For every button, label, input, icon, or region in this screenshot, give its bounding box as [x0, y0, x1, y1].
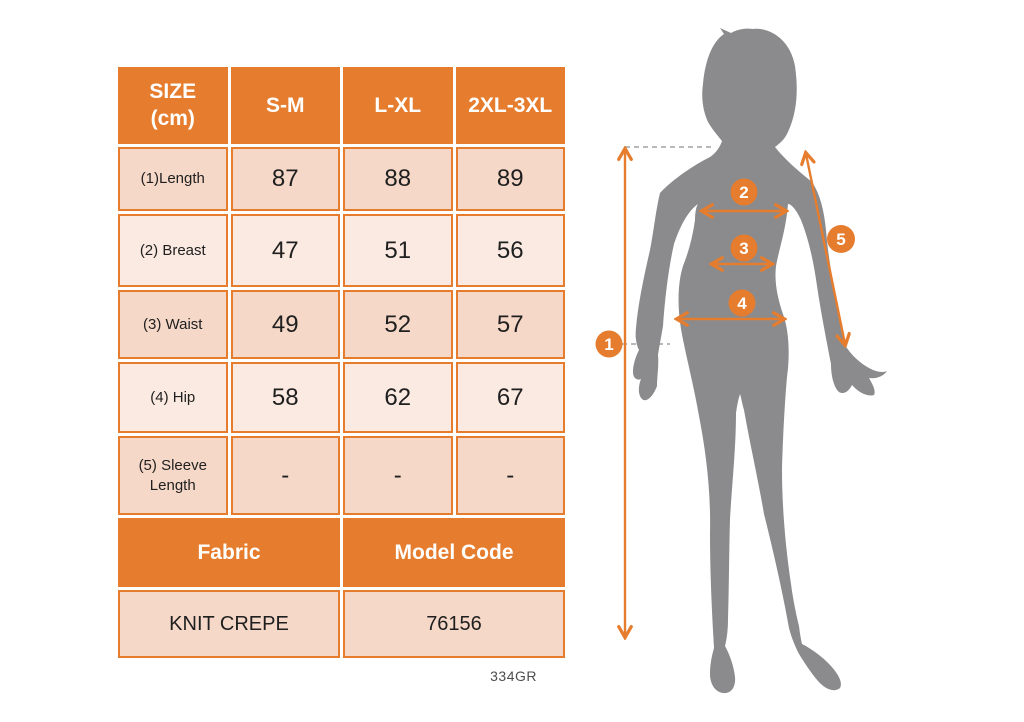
breast-value-2xl-3xl: 56	[455, 214, 565, 287]
table-footer-header-row: Fabric Model Code	[118, 518, 565, 587]
marker-1-circle	[595, 330, 623, 358]
sleeve-value-2xl-3xl: -	[455, 436, 565, 515]
waist-value-2xl-3xl: 57	[455, 290, 565, 359]
size-chart-table: SIZE (cm) S-M L-XL 2XL-3XL (1)Length 87 …	[115, 64, 568, 661]
table-row-length: (1)Length 87 88 89	[118, 147, 565, 211]
marker-4-circle	[728, 289, 756, 317]
col-header-s-m: S-M	[230, 67, 340, 144]
hip-value-s-m: 58	[230, 362, 340, 433]
sleeve-value-l-xl: -	[343, 436, 453, 515]
length-value-l-xl: 88	[343, 147, 453, 211]
hip-value-2xl-3xl: 67	[455, 362, 565, 433]
marker-1: 1	[595, 330, 623, 358]
col-header-2xl-3xl: 2XL-3XL	[455, 67, 565, 144]
marker-2: 2	[730, 178, 758, 206]
col-header-l-xl: L-XL	[343, 67, 453, 144]
fabric-header: Fabric	[118, 518, 340, 587]
marker-5: 5	[827, 225, 855, 253]
measurement-figure: 1 2 3 4 5	[595, 28, 887, 694]
waist-value-l-xl: 52	[343, 290, 453, 359]
sleeve-value-s-m: -	[230, 436, 340, 515]
marker-4-number: 4	[737, 294, 747, 313]
row-label-sleeve: (5) Sleeve Length	[118, 436, 228, 515]
length-value-s-m: 87	[230, 147, 340, 211]
marker-5-circle	[827, 225, 855, 253]
table-row-sleeve: (5) Sleeve Length - - -	[118, 436, 565, 515]
row-label-hip: (4) Hip	[118, 362, 228, 433]
size-unit-header: SIZE (cm)	[118, 67, 228, 144]
breast-value-l-xl: 51	[343, 214, 453, 287]
length-value-2xl-3xl: 89	[455, 147, 565, 211]
marker-1-number: 1	[604, 335, 613, 354]
table-row-breast: (2) Breast 47 51 56	[118, 214, 565, 287]
product-code: 334GR	[490, 668, 537, 684]
model-code-header: Model Code	[343, 518, 565, 587]
marker-2-number: 2	[739, 183, 748, 202]
marker-4: 4	[728, 289, 756, 317]
row-label-breast: (2) Breast	[118, 214, 228, 287]
marker-5-number: 5	[836, 230, 845, 249]
marker-3: 3	[730, 234, 758, 262]
marker-3-circle	[730, 234, 758, 262]
model-code-value: 76156	[343, 590, 565, 658]
hip-value-l-xl: 62	[343, 362, 453, 433]
marker-3-number: 3	[739, 239, 748, 258]
marker-2-circle	[730, 178, 758, 206]
body-silhouette	[633, 28, 887, 694]
row-label-waist: (3) Waist	[118, 290, 228, 359]
row-label-length: (1)Length	[118, 147, 228, 211]
breast-value-s-m: 47	[230, 214, 340, 287]
table-row-hip: (4) Hip 58 62 67	[118, 362, 565, 433]
table-header-row: SIZE (cm) S-M L-XL 2XL-3XL	[118, 67, 565, 144]
sleeve-measure-arrow	[806, 154, 845, 344]
table-row-waist: (3) Waist 49 52 57	[118, 290, 565, 359]
table-footer-value-row: KNIT CREPE 76156	[118, 590, 565, 658]
waist-value-s-m: 49	[230, 290, 340, 359]
fabric-value: KNIT CREPE	[118, 590, 340, 658]
